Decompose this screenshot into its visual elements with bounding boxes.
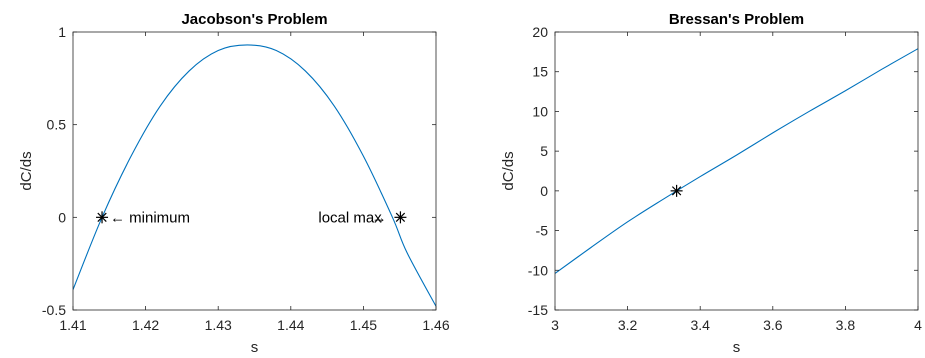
x-tick-label: 3.2 — [618, 317, 638, 333]
asterisk-marker — [394, 211, 407, 224]
x-tick-label: 4 — [914, 317, 922, 333]
x-axis-label: s — [733, 339, 741, 356]
x-tick-label: 1.46 — [422, 317, 449, 333]
plot-area — [72, 31, 437, 311]
x-tick-label: 1.42 — [132, 317, 159, 333]
x-tick-label: 3 — [551, 317, 559, 333]
annotation: → — [372, 209, 387, 226]
asterisk-marker — [96, 211, 109, 224]
chart-title: Jacobson's Problem — [181, 11, 327, 28]
x-tick-label: 3.6 — [763, 317, 783, 333]
chart-2: 3 3.2 3.4 3.6 3.8 4 -15 -10 -5 0 5 10 15 20 Bressan's … — [500, 11, 922, 356]
x-tick-label: 3.4 — [690, 317, 710, 333]
y-tick-label: 0 — [540, 183, 548, 199]
asterisk-marker — [670, 184, 683, 197]
x-tick-label: 1.44 — [277, 317, 304, 333]
x-tick-label: 1.41 — [59, 317, 86, 333]
chart-title: Bressan's Problem — [669, 11, 804, 28]
plot-area — [554, 31, 919, 311]
y-tick-label: 1 — [58, 24, 66, 40]
series-line — [73, 44, 436, 307]
y-tick-label: -15 — [528, 302, 548, 318]
y-axis-label: dC/ds — [500, 151, 517, 190]
y-tick-label: 15 — [532, 64, 548, 80]
y-tick-label: -5 — [536, 223, 549, 239]
x-tick-label: 1.43 — [205, 317, 232, 333]
annotation: local max — [318, 209, 382, 226]
y-tick-label: 20 — [532, 24, 548, 40]
x-tick-label: 3.8 — [836, 317, 856, 333]
chart-1: 1.41 1.42 1.43 1.44 1.45 1.46 -0.5 0 0.5 1 Jacobso… — [18, 11, 450, 356]
x-tick-label: 1.45 — [350, 317, 377, 333]
annotation: ← minimum — [110, 209, 190, 226]
y-tick-label: 10 — [532, 103, 548, 119]
series-line — [555, 48, 918, 274]
y-tick-label: 0 — [58, 209, 66, 225]
y-tick-label: 0.5 — [47, 117, 67, 133]
y-axis-label: dC/ds — [18, 151, 35, 190]
y-tick-label: -10 — [528, 262, 548, 278]
y-tick-label: 5 — [540, 143, 548, 159]
y-tick-label: -0.5 — [42, 302, 66, 318]
x-axis-label: s — [251, 339, 259, 356]
